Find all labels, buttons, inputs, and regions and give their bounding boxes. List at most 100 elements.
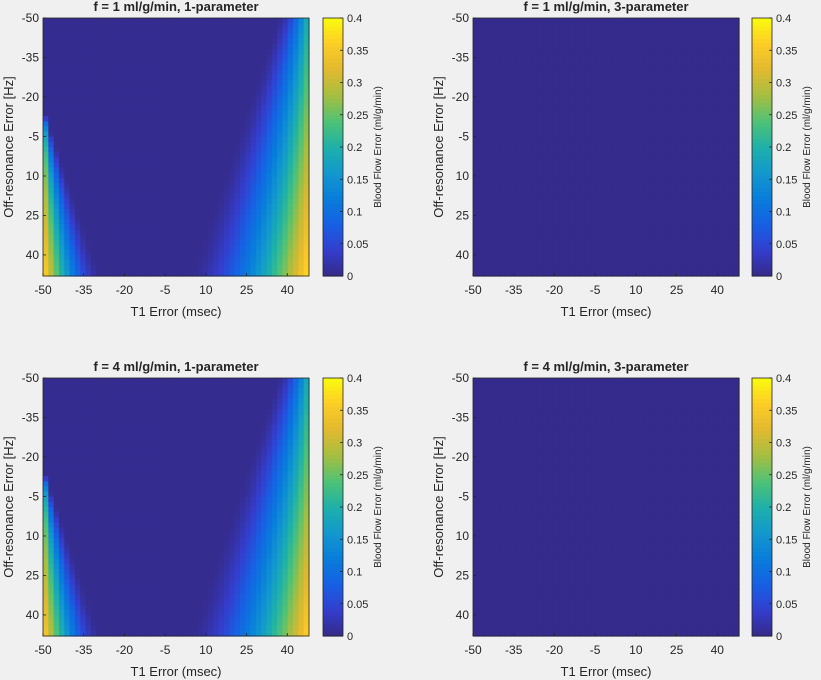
heatmap-cell [133, 250, 140, 256]
heatmap-cell [611, 121, 618, 127]
heatmap-cell [579, 33, 586, 40]
heatmap-cell [271, 255, 278, 262]
heatmap-cell [568, 28, 575, 35]
heatmap-cell [58, 208, 65, 215]
heatmap-cell [473, 141, 479, 148]
heatmap-cell [717, 245, 724, 251]
heatmap-cell [701, 59, 708, 66]
heatmap-cell [568, 177, 575, 184]
heatmap-cell [542, 121, 549, 127]
heatmap-cell [669, 136, 676, 143]
heatmap-cell [531, 105, 538, 112]
heatmap-cell [303, 208, 310, 215]
heatmap-cell [701, 23, 708, 29]
heatmap-cell [584, 193, 591, 200]
heatmap-cell [675, 229, 682, 236]
heatmap-cell [499, 48, 506, 55]
heatmap-cell [80, 167, 87, 174]
colorbar-segment [323, 126, 343, 132]
heatmap-cell [191, 69, 198, 76]
heatmap-cell [186, 198, 193, 205]
heatmap-cell [707, 250, 713, 256]
heatmap-cell [85, 126, 92, 133]
heatmap-cell [69, 193, 76, 200]
heatmap-cell [563, 90, 570, 96]
heatmap-cell [473, 208, 479, 215]
heatmap-cell [80, 54, 87, 60]
heatmap-cell [303, 18, 310, 24]
heatmap-cell [58, 69, 65, 76]
heatmap-cell [181, 224, 188, 231]
heatmap-cell [606, 69, 612, 76]
heatmap-cell [579, 64, 586, 71]
heatmap-cell [648, 33, 655, 40]
heatmap-cell [165, 28, 172, 35]
heatmap-cell [547, 255, 554, 262]
heatmap-cell [197, 121, 204, 127]
heatmap-cell [685, 198, 692, 205]
heatmap-cell [531, 100, 538, 107]
heatmap-cell [595, 157, 602, 164]
heatmap-cell [717, 219, 724, 225]
heatmap-cell [234, 43, 241, 50]
heatmap-cell [488, 141, 495, 148]
heatmap-cell [181, 121, 188, 127]
heatmap-cell [58, 110, 65, 117]
heatmap-cell [621, 188, 628, 195]
heatmap-cell [165, 157, 172, 164]
heatmap-cell [165, 255, 172, 262]
heatmap-cell [69, 74, 76, 81]
heatmap-cell [293, 172, 299, 179]
heatmap-cell [271, 260, 278, 267]
heatmap-cell [733, 48, 740, 55]
heatmap-cell [563, 255, 570, 262]
heatmap-cell [563, 79, 570, 86]
heatmap-cell [96, 131, 103, 138]
heatmap-cell [712, 110, 719, 117]
heatmap-cell [255, 208, 262, 215]
heatmap-cell [202, 152, 209, 158]
heatmap-cell [133, 198, 140, 205]
heatmap-cell [144, 224, 150, 231]
heatmap-cell [499, 110, 506, 117]
heatmap-cell [213, 172, 220, 179]
heatmap-cell [48, 147, 55, 153]
heatmap-cell [101, 214, 108, 220]
colorbar-segment [323, 66, 343, 72]
heatmap-cell [504, 239, 511, 246]
heatmap-cell [685, 110, 692, 117]
heatmap-cell [483, 23, 490, 29]
heatmap-cell [69, 48, 76, 55]
heatmap-cell [579, 260, 586, 267]
heatmap-cell [563, 152, 570, 158]
heatmap-cell [653, 193, 660, 200]
heatmap-cell [558, 59, 565, 66]
heatmap-cell [621, 198, 628, 205]
heatmap-cell [653, 85, 660, 91]
heatmap-cell [186, 157, 193, 164]
heatmap-cell [250, 54, 257, 60]
heatmap-cell [298, 208, 305, 215]
heatmap-cell [101, 157, 108, 164]
heatmap-cell [250, 224, 257, 231]
heatmap-cell [266, 167, 273, 174]
heatmap-cell [186, 48, 193, 55]
heatmap-cell [701, 183, 708, 189]
heatmap-cell [733, 28, 740, 35]
heatmap-cell [64, 183, 71, 189]
heatmap-cell [558, 28, 565, 35]
heatmap-cell [223, 234, 230, 241]
heatmap-cell [96, 85, 103, 91]
heatmap-cell [568, 90, 575, 96]
heatmap-cell [303, 234, 310, 241]
heatmap-cell [494, 136, 501, 143]
heatmap-cell [584, 28, 591, 35]
heatmap-cell [632, 33, 639, 40]
heatmap-cell [520, 54, 527, 60]
heatmap-cell [271, 136, 278, 143]
heatmap-cell [595, 147, 602, 153]
heatmap-cell [138, 203, 145, 210]
heatmap-cell [266, 183, 273, 189]
heatmap-cell [707, 95, 713, 102]
heatmap-cell [43, 152, 49, 158]
